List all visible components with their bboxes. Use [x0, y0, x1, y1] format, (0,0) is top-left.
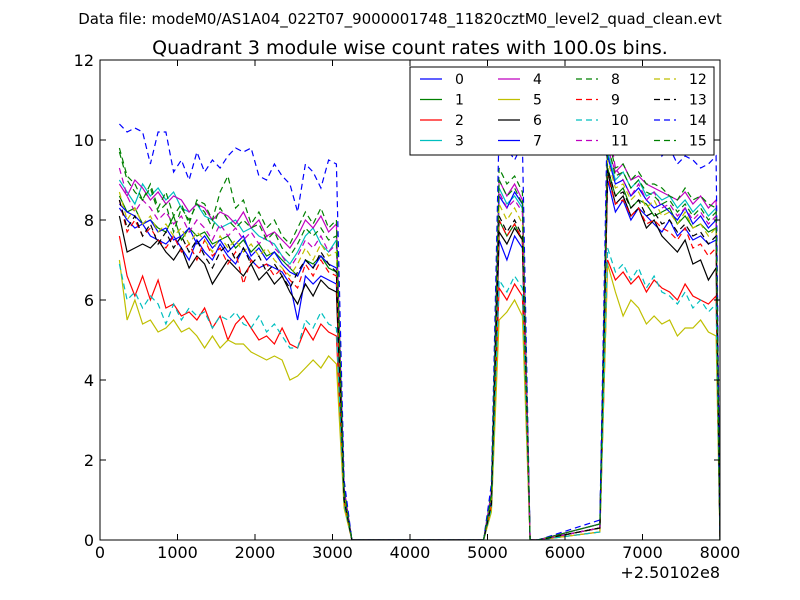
y-tick-label: 10 — [74, 131, 94, 150]
legend-label-13: 13 — [689, 93, 707, 109]
legend-label-4: 4 — [533, 72, 542, 88]
legend-label-14: 14 — [689, 113, 707, 129]
series-line-15 — [118, 143, 720, 540]
legend-label-6: 6 — [533, 113, 542, 129]
legend-label-0: 0 — [455, 72, 464, 88]
y-tick-label: 6 — [84, 291, 94, 310]
series-line-6 — [118, 171, 720, 540]
legend-label-2: 2 — [455, 113, 464, 129]
y-tick-label: 4 — [84, 371, 94, 390]
series-line-10 — [118, 247, 720, 540]
legend-label-1: 1 — [455, 93, 464, 109]
series-line-2 — [118, 235, 720, 540]
x-tick-label: 3000 — [312, 543, 353, 562]
x-tick-label: 6000 — [545, 543, 586, 562]
series-line-1 — [118, 167, 720, 540]
x-tick-label: 5000 — [467, 543, 508, 562]
legend-label-7: 7 — [533, 134, 542, 150]
y-tick-label: 0 — [84, 531, 94, 550]
legend-label-11: 11 — [611, 134, 629, 150]
y-tick-label: 8 — [84, 211, 94, 230]
series-line-12 — [118, 159, 720, 540]
chart-title: Quadrant 3 module wise count rates with … — [152, 37, 668, 59]
y-tick-label: 2 — [84, 451, 94, 470]
series-line-5 — [118, 259, 720, 540]
legend-label-3: 3 — [455, 134, 464, 150]
y-tick-label: 12 — [74, 51, 94, 70]
series-line-8 — [118, 135, 720, 540]
legend-label-8: 8 — [611, 72, 620, 88]
legend-label-12: 12 — [689, 72, 707, 88]
x-offset-label: +2.50102e8 — [620, 563, 720, 582]
x-tick-label: 1000 — [157, 543, 198, 562]
series-line-7 — [118, 155, 720, 540]
series-line-9 — [118, 175, 720, 540]
legend-box — [409, 66, 715, 156]
series-line-0 — [118, 179, 720, 540]
series-lines — [118, 78, 720, 540]
legend-label-10: 10 — [611, 113, 629, 129]
x-tick-label: 0 — [95, 543, 105, 562]
x-tick-label: 8000 — [700, 543, 741, 562]
x-tick-label: 2000 — [235, 543, 276, 562]
x-tick-label: 4000 — [390, 543, 431, 562]
legend-label-5: 5 — [533, 93, 542, 109]
legend-label-9: 9 — [611, 93, 620, 109]
series-line-3 — [118, 151, 720, 540]
x-tick-label: 7000 — [622, 543, 663, 562]
plot-area: 0 1000 2000 3000 4000 5000 6000 7000 80000246810… — [74, 51, 741, 562]
data-file-label: Data file: modeM0/AS1A04_022T07_90000017… — [78, 10, 722, 29]
series-line-11 — [118, 119, 720, 540]
legend-label-15: 15 — [689, 134, 707, 150]
series-line-13 — [118, 167, 720, 540]
